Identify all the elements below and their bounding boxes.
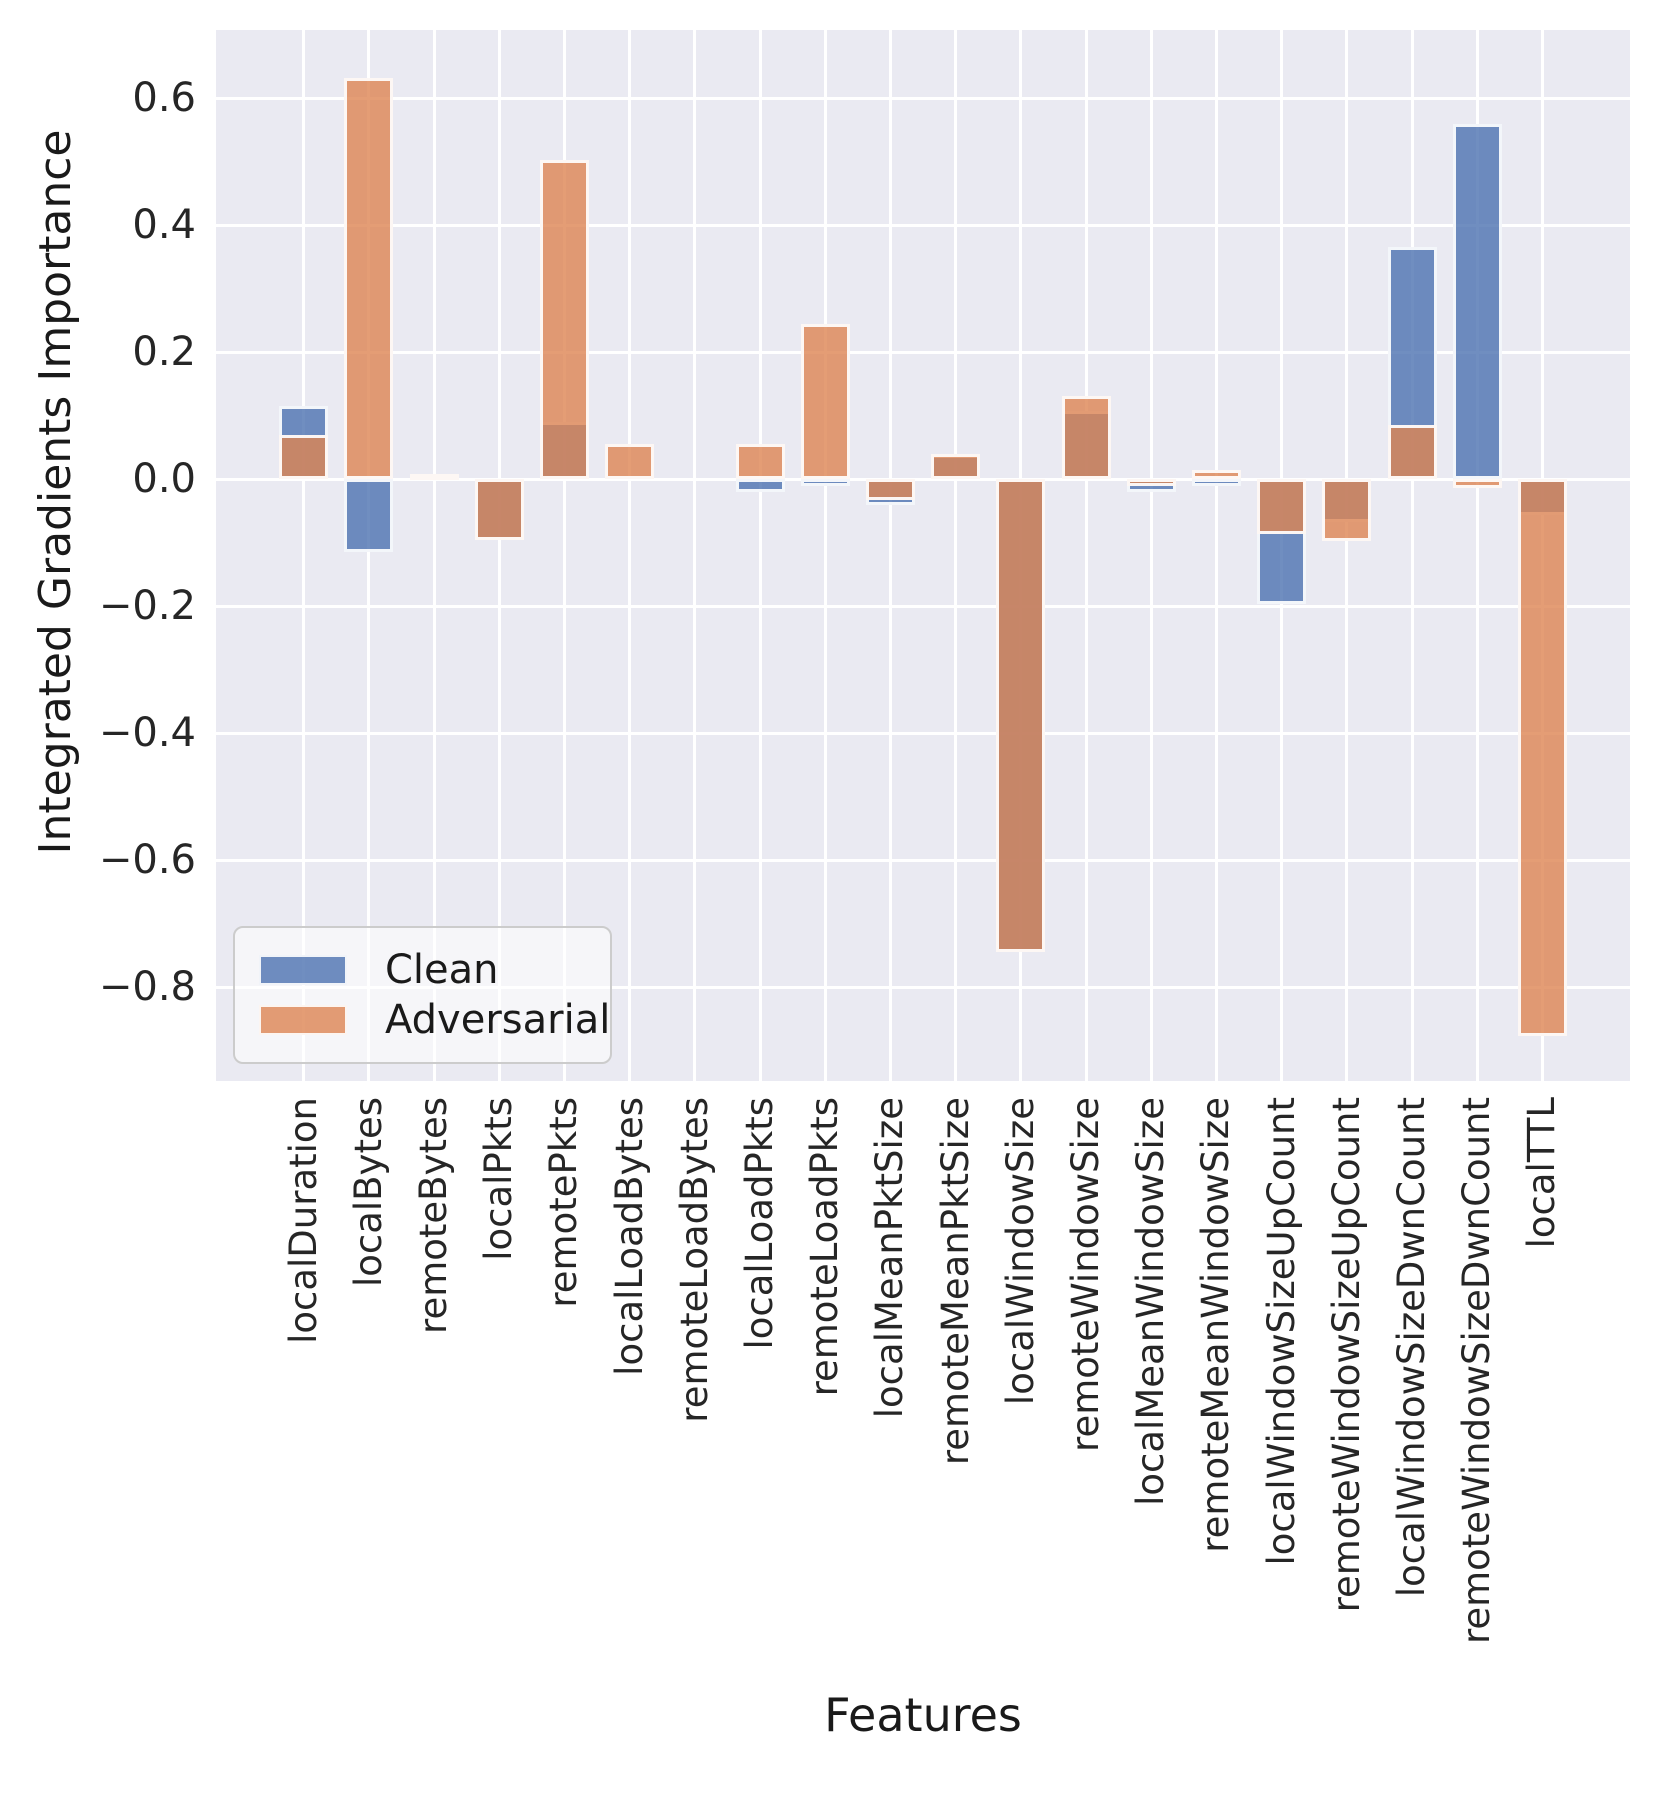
bar-adversarial-localPkts: [474, 479, 524, 540]
horizontal-gridline-0.6: [216, 96, 1630, 100]
vertical-gridline-localPkts: [497, 30, 501, 1081]
legend-label-clean: Clean: [385, 947, 499, 993]
bar-clean-remoteLoadPkts: [800, 479, 850, 486]
vertical-gridline-remotePkts: [562, 30, 566, 1081]
x-tick-label-localWindowSizeUpCount: localWindowSizeUpCount: [1259, 1097, 1303, 1566]
bar-adversarial-remotePkts: [539, 159, 589, 480]
vertical-gridline-localLoadPkts: [758, 30, 762, 1081]
bar-clean-remoteWindowSizeDwnCount: [1452, 123, 1502, 480]
bar-clean-remoteMeanWindowSize: [1191, 479, 1241, 486]
bar-adversarial-remoteMeanWindowSize: [1191, 469, 1241, 480]
x-tick-label-localBytes: localBytes: [346, 1097, 390, 1288]
bar-adversarial-localTTL: [1517, 479, 1567, 1036]
horizontal-gridline-−0.4: [216, 731, 1630, 735]
y-tick-label-0.6: 0.6: [132, 75, 196, 122]
horizontal-gridline-0.2: [216, 350, 1630, 354]
adversarial-swatch: [259, 1005, 347, 1035]
vertical-gridline-remoteWindowSizeUpCount: [1345, 30, 1349, 1081]
vertical-gridline-localWindowSizeDwnCount: [1410, 30, 1414, 1081]
bar-adversarial-remoteBytes: [409, 474, 459, 481]
vertical-gridline-remoteLoadBytes: [693, 30, 697, 1081]
vertical-gridline-localLoadBytes: [628, 30, 632, 1081]
x-tick-label-localLoadBytes: localLoadBytes: [607, 1097, 651, 1376]
bar-adversarial-localLoadBytes: [605, 444, 655, 480]
horizontal-gridline-−0.2: [216, 604, 1630, 608]
clean-swatch: [259, 955, 347, 985]
bar-clean-localLoadPkts: [735, 479, 785, 492]
x-tick-label-localTTL: localTTL: [1520, 1097, 1564, 1249]
x-tick-label-remoteWindowSize: remoteWindowSize: [1064, 1097, 1107, 1452]
x-tick-label-localLoadPkts: localLoadPkts: [738, 1097, 781, 1350]
bar-adversarial-localBytes: [344, 77, 394, 480]
vertical-gridline-remoteWindowSizeDwnCount: [1475, 30, 1479, 1081]
vertical-gridline-localBytes: [367, 30, 371, 1081]
vertical-gridline-localDuration: [302, 30, 306, 1081]
bar-adversarial-remoteWindowSizeUpCount: [1322, 479, 1372, 541]
bar-adversarial-localWindowSizeUpCount: [1257, 479, 1307, 534]
vertical-gridline-remoteMeanPktSize: [954, 30, 958, 1081]
vertical-gridline-localMeanWindowSize: [1149, 30, 1153, 1081]
bar-adversarial-remoteWindowSize: [1061, 396, 1111, 480]
x-tick-label-localDuration: localDuration: [281, 1097, 325, 1344]
vertical-gridline-remoteWindowSize: [1084, 30, 1088, 1081]
x-axis-label: Features: [824, 1688, 1022, 1742]
vertical-gridline-remoteBytes: [432, 30, 436, 1081]
x-tick-label-localMeanWindowSize: localMeanWindowSize: [1129, 1097, 1173, 1506]
legend: Clean Adversarial: [233, 926, 612, 1064]
x-tick-label-remotePkts: remotePkts: [542, 1097, 586, 1308]
legend-item-clean: Clean: [259, 948, 586, 992]
y-tick-label-0.2: 0.2: [132, 329, 196, 376]
bar-adversarial-localWindowSizeDwnCount: [1387, 425, 1437, 480]
x-tick-label-localMeanPktSize: localMeanPktSize: [868, 1097, 912, 1419]
horizontal-gridline-−0.6: [216, 858, 1630, 862]
vertical-gridline-localMeanPktSize: [888, 30, 892, 1081]
x-tick-label-localWindowSizeDwnCount: localWindowSizeDwnCount: [1390, 1097, 1433, 1598]
bar-adversarial-remoteMeanPktSize: [931, 453, 981, 480]
y-tick-label-−0.6: −0.6: [98, 837, 196, 884]
vertical-gridline-remoteLoadPkts: [823, 30, 827, 1081]
x-tick-label-localPkts: localPkts: [477, 1097, 521, 1261]
bar-adversarial-localMeanWindowSize: [1126, 479, 1176, 487]
y-tick-label-−0.8: −0.8: [98, 964, 196, 1011]
y-tick-label-0.4: 0.4: [132, 202, 196, 249]
x-tick-label-localWindowSize: localWindowSize: [998, 1097, 1042, 1406]
y-tick-label-0.0: 0.0: [132, 456, 196, 503]
y-tick-label-−0.2: −0.2: [98, 583, 196, 630]
legend-label-adversarial: Adversarial: [385, 997, 611, 1043]
bar-adversarial-localMeanPktSize: [865, 479, 915, 501]
vertical-gridline-remoteMeanWindowSize: [1214, 30, 1218, 1081]
legend-item-adversarial: Adversarial: [259, 998, 610, 1042]
horizontal-gridline-0.0: [216, 477, 1630, 481]
x-tick-label-remoteLoadBytes: remoteLoadBytes: [672, 1097, 716, 1423]
x-tick-label-remoteLoadPkts: remoteLoadPkts: [803, 1097, 847, 1397]
bar-clean-localBytes: [344, 479, 394, 553]
x-tick-label-remoteMeanPktSize: remoteMeanPktSize: [933, 1097, 977, 1466]
bar-adversarial-localWindowSize: [996, 479, 1046, 953]
bar-adversarial-remoteLoadPkts: [800, 323, 850, 480]
x-tick-label-remoteBytes: remoteBytes: [412, 1097, 455, 1334]
plot-area: [216, 30, 1630, 1081]
x-tick-label-remoteWindowSizeDwnCount: remoteWindowSizeDwnCount: [1455, 1097, 1499, 1645]
x-tick-label-remoteMeanWindowSize: remoteMeanWindowSize: [1194, 1097, 1238, 1553]
bar-adversarial-remoteWindowSizeDwnCount: [1452, 479, 1502, 488]
bar-adversarial-localDuration: [279, 434, 329, 480]
x-tick-label-remoteWindowSizeUpCount: remoteWindowSizeUpCount: [1324, 1097, 1368, 1613]
bar-adversarial-localLoadPkts: [735, 444, 785, 480]
y-tick-label-−0.4: −0.4: [98, 710, 196, 757]
horizontal-gridline-0.4: [216, 223, 1630, 227]
horizontal-gridline-−0.8: [216, 985, 1630, 989]
